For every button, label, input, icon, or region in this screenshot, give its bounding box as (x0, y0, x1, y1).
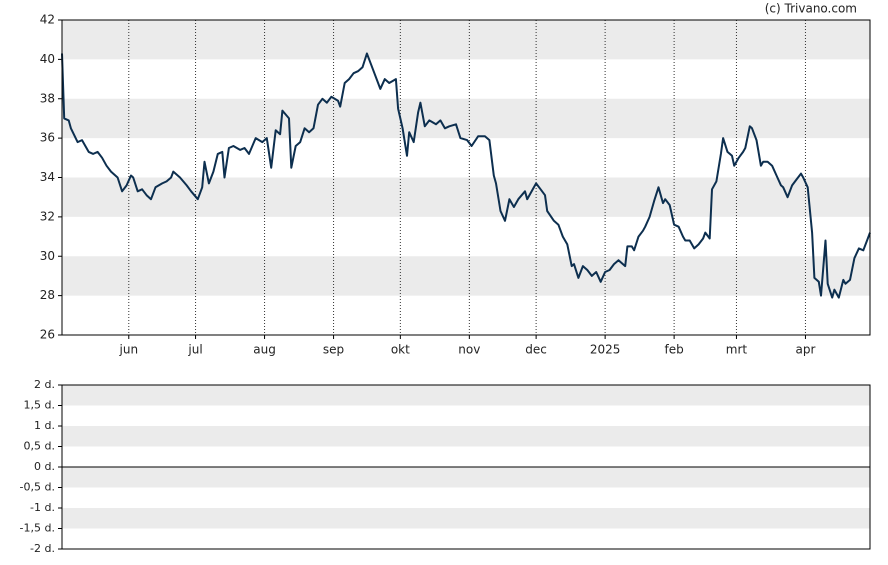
grid-band (62, 385, 870, 406)
grid-band (62, 98, 870, 139)
grid-band (62, 508, 870, 529)
x-tick-label: dec (525, 343, 547, 357)
x-tick-label: mrt (726, 343, 748, 357)
y-tick-label: 2 d. (34, 378, 55, 391)
y-tick-label: 40 (40, 52, 55, 66)
y-tick-label: 1 d. (34, 419, 55, 432)
y-tick-label: -1 d. (30, 501, 55, 514)
x-tick-label: jul (187, 343, 202, 357)
x-tick-label: apr (795, 343, 815, 357)
y-tick-label: -2 d. (30, 542, 55, 555)
y-tick-label: 36 (40, 131, 55, 145)
grid-band (62, 256, 870, 296)
y-tick-label: 0 d. (34, 460, 55, 473)
x-tick-label: sep (323, 343, 344, 357)
y-tick-label: 42 (40, 13, 55, 27)
y-tick-label: 30 (40, 249, 55, 263)
y-tick-label: -0,5 d. (20, 481, 55, 494)
y-tick-label: -1,5 d. (20, 522, 55, 535)
price-line (61, 52, 871, 299)
plot-frame (61, 19, 871, 336)
y-tick-label: 0,5 d. (24, 440, 55, 453)
y-tick-label: 26 (40, 328, 55, 342)
x-tick-label: aug (253, 343, 276, 357)
credit: (c) Trivano.com (765, 2, 857, 16)
x-tick-label: 2025 (590, 343, 621, 357)
grid-band (62, 20, 870, 60)
x-tick-label: feb (665, 343, 684, 357)
grid-band (62, 426, 870, 447)
x-tick-label: jun (119, 343, 139, 357)
y-tick-label: 32 (40, 209, 55, 223)
grid-band (62, 467, 870, 488)
y-tick-label: 1,5 d. (24, 399, 55, 412)
y-tick-label: 34 (40, 170, 55, 184)
y-tick-label: 38 (40, 91, 55, 105)
grid-band (62, 177, 870, 217)
x-tick-label: okt (391, 343, 410, 357)
y-tick-label: 28 (40, 288, 55, 302)
x-tick-label: nov (458, 343, 480, 357)
plot-frame (61, 384, 871, 550)
